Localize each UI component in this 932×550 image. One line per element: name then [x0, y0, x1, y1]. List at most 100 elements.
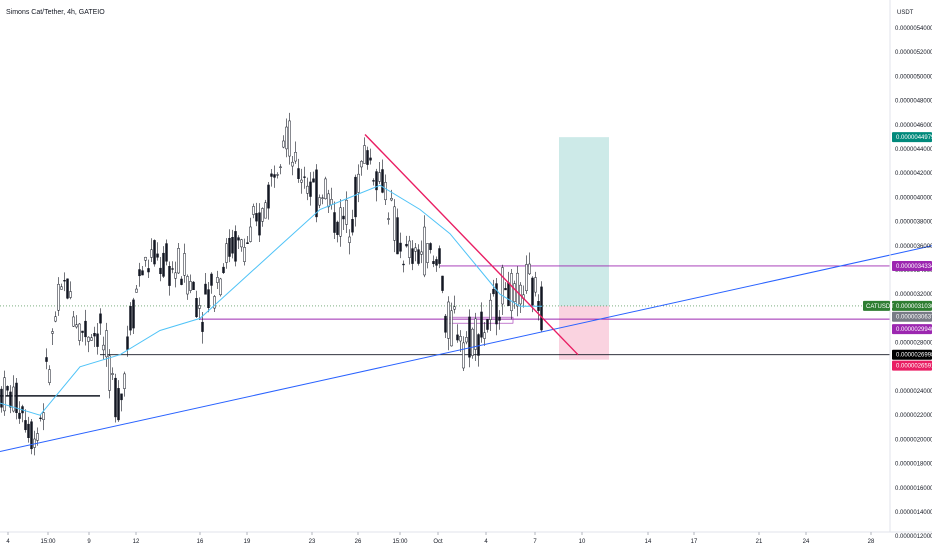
candle-body — [318, 197, 321, 206]
candle-body — [36, 433, 39, 441]
candle-body — [414, 247, 417, 252]
descending-trendline[interactable] — [364, 133, 579, 356]
candle-body — [159, 267, 162, 275]
candle-body — [390, 198, 393, 201]
price-tick-label: 0.0000052000 — [895, 50, 932, 56]
candle-body — [303, 176, 306, 178]
upper-level-badge[interactable] — [892, 260, 932, 271]
entry-price-badge-label: 0.0000029940 — [896, 327, 932, 333]
candle-body — [132, 299, 135, 329]
candle-body — [354, 176, 357, 218]
price-axis-currency[interactable]: USDT — [897, 10, 914, 16]
time-axis[interactable]: 4 15:00 9 12 16 19 23 26 15:00 Oct 4 7 10 14 17 21 24 28 — [6, 532, 875, 545]
time-tick-label: 15:00 — [40, 539, 56, 545]
candle-body — [237, 237, 240, 241]
candle-body — [408, 240, 411, 258]
candle-body — [219, 278, 222, 296]
candle-body — [96, 333, 99, 347]
candle-body — [435, 259, 438, 266]
candle-body — [207, 289, 210, 309]
candle-body — [279, 166, 282, 168]
candle-body — [378, 172, 381, 182]
stop-price-badge[interactable] — [892, 360, 932, 371]
candle-body — [423, 226, 426, 276]
price-tick-label: 0.0000038000 — [895, 220, 932, 226]
candle-body — [399, 242, 402, 252]
candle-body — [42, 412, 45, 420]
stop-zone[interactable] — [559, 305, 609, 360]
price-tick-label: 0.0000016000 — [895, 486, 932, 492]
candle-body — [201, 321, 204, 332]
candle-body — [267, 184, 270, 209]
countdown-badge[interactable] — [892, 311, 932, 322]
candle-body — [375, 171, 378, 191]
candle-body — [60, 286, 63, 290]
upper-level-badge-label: 0.0000034334 — [896, 264, 932, 270]
symbol-badge[interactable] — [863, 300, 890, 311]
candle-body — [192, 281, 195, 290]
price-axis[interactable]: 0.0000054000 0.0000052000 0.0000050000 0.00… — [895, 26, 932, 540]
candle-body — [99, 313, 102, 324]
target-zone[interactable] — [559, 137, 609, 306]
candle-body — [24, 420, 27, 431]
last-price-badge[interactable] — [892, 300, 932, 311]
candle-body — [312, 178, 315, 183]
candle-body — [231, 237, 234, 254]
candle-body — [78, 323, 81, 341]
candle-body — [510, 273, 513, 312]
price-tick-label: 0.0000018000 — [895, 462, 932, 468]
candle-body — [495, 283, 498, 325]
candle-body — [297, 168, 300, 179]
candle-body — [450, 310, 453, 347]
candle-body — [111, 373, 114, 375]
candle-body — [6, 386, 9, 391]
candle-body — [333, 212, 336, 233]
candle-body — [327, 193, 330, 208]
price-tick-label: 0.0000046000 — [895, 123, 932, 129]
candle-body — [213, 296, 216, 309]
time-tick-label: 17 — [691, 539, 698, 545]
candle-body — [300, 179, 303, 183]
candle-body — [189, 281, 192, 291]
candle-body — [438, 248, 441, 264]
time-tick-label: 9 — [87, 539, 91, 545]
candle-body — [471, 328, 474, 356]
candle-body — [87, 336, 90, 342]
time-tick-label: Oct — [433, 539, 443, 545]
candle-body — [255, 213, 258, 222]
candle-body — [363, 145, 366, 164]
target-price-badge-label: 0.0000044979 — [896, 135, 932, 141]
entry-price-badge[interactable] — [892, 324, 932, 335]
candle-body — [225, 243, 228, 263]
candle-body — [147, 268, 150, 273]
candle-body — [441, 275, 444, 291]
time-tick-label: 21 — [756, 539, 763, 545]
candles — [0, 112, 543, 456]
time-tick-label: 24 — [803, 539, 810, 545]
candle-body — [282, 140, 285, 148]
candle-body — [348, 236, 351, 243]
candle-body — [465, 337, 468, 343]
candle-body — [420, 251, 423, 255]
ascending-trendline[interactable] — [0, 245, 932, 452]
candle-body — [462, 342, 465, 369]
candle-body — [393, 206, 396, 241]
candle-body — [501, 267, 504, 305]
candle-body — [276, 174, 279, 176]
candle-body — [444, 315, 447, 333]
candle-body — [264, 202, 267, 219]
support-price-badge[interactable] — [892, 349, 932, 360]
candle-body — [81, 330, 84, 333]
countdown-badge-label: 0.0000030637 — [896, 315, 932, 321]
candle-body — [321, 197, 324, 199]
candle-body — [432, 261, 435, 264]
candle-body — [339, 207, 342, 237]
candle-body — [12, 386, 15, 412]
target-price-badge[interactable] — [892, 132, 932, 143]
ema-line[interactable] — [0, 184, 542, 416]
candle-body — [258, 212, 261, 236]
candle-body — [180, 278, 183, 285]
candle-body — [39, 417, 42, 420]
candle-body — [45, 357, 48, 362]
